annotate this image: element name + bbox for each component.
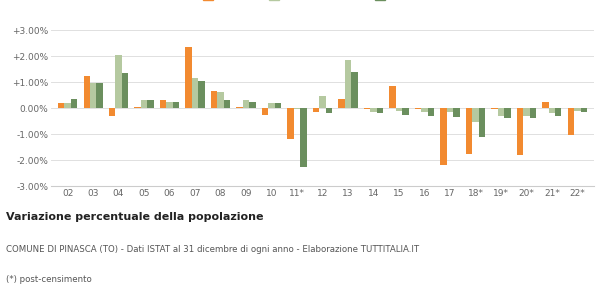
Bar — [479, 108, 485, 136]
Bar — [415, 108, 421, 109]
Bar — [581, 108, 587, 112]
Bar — [160, 100, 166, 108]
Bar — [542, 101, 549, 108]
Bar — [517, 108, 523, 155]
Bar — [504, 108, 511, 119]
Text: Variazione percentuale della popolazione: Variazione percentuale della popolazione — [6, 212, 263, 221]
Bar — [287, 108, 294, 139]
Bar — [549, 108, 555, 113]
Bar — [90, 83, 96, 108]
Bar — [466, 108, 472, 154]
Bar — [351, 72, 358, 108]
Bar — [345, 60, 351, 108]
Bar — [166, 101, 173, 108]
Bar — [211, 91, 217, 108]
Bar — [370, 108, 377, 112]
Bar — [530, 108, 536, 119]
Bar — [224, 100, 230, 108]
Bar — [421, 108, 428, 112]
Bar — [453, 108, 460, 117]
Bar — [147, 100, 154, 108]
Text: (*) post-censimento: (*) post-censimento — [6, 274, 92, 284]
Bar — [364, 108, 370, 109]
Text: COMUNE DI PINASCA (TO) - Dati ISTAT al 31 dicembre di ogni anno - Elaborazione T: COMUNE DI PINASCA (TO) - Dati ISTAT al 3… — [6, 244, 419, 253]
Bar — [396, 108, 402, 111]
Bar — [109, 108, 115, 116]
Bar — [447, 108, 453, 112]
Bar — [574, 108, 581, 111]
Bar — [141, 100, 147, 108]
Bar — [313, 108, 319, 112]
Bar — [440, 108, 447, 165]
Bar — [236, 107, 243, 108]
Bar — [96, 83, 103, 108]
Bar — [243, 100, 249, 108]
Bar — [275, 103, 281, 108]
Bar — [319, 96, 326, 108]
Bar — [300, 108, 307, 167]
Bar — [428, 108, 434, 116]
Bar — [326, 108, 332, 113]
Bar — [83, 76, 90, 108]
Bar — [122, 73, 128, 108]
Bar — [491, 108, 498, 109]
Bar — [192, 78, 198, 108]
Bar — [568, 108, 574, 135]
Bar — [402, 108, 409, 115]
Bar — [115, 55, 122, 108]
Bar — [173, 101, 179, 108]
Bar — [217, 92, 224, 108]
Bar — [249, 101, 256, 108]
Bar — [472, 108, 479, 122]
Bar — [185, 47, 192, 108]
Bar — [338, 99, 345, 108]
Bar — [71, 99, 77, 108]
Bar — [268, 103, 275, 108]
Bar — [134, 107, 141, 108]
Bar — [523, 108, 530, 116]
Bar — [64, 103, 71, 108]
Bar — [294, 108, 300, 109]
Legend: Pinasca, Provincia di TO, Piemonte: Pinasca, Provincia di TO, Piemonte — [200, 0, 445, 4]
Bar — [377, 108, 383, 113]
Bar — [198, 81, 205, 108]
Bar — [58, 103, 64, 108]
Bar — [389, 86, 396, 108]
Bar — [262, 108, 268, 115]
Bar — [498, 108, 504, 116]
Bar — [555, 108, 562, 116]
